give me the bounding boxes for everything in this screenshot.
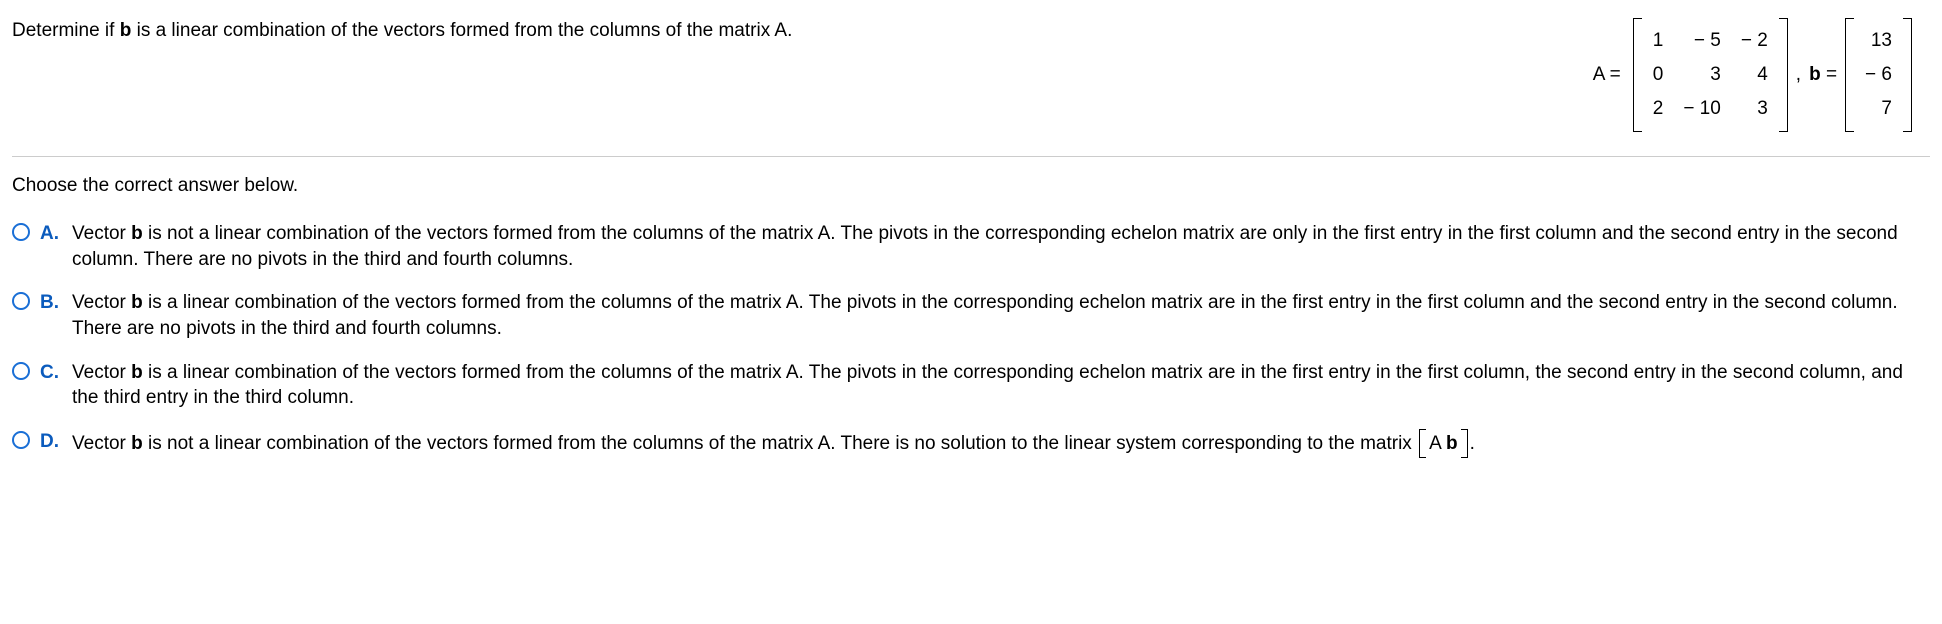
- option-c[interactable]: C. Vector b is a linear combination of t…: [12, 360, 1930, 411]
- matrix-a-table: 1 − 5 − 2 0 3 4 2 − 10 3: [1643, 24, 1778, 126]
- option-c-text: Vector b is a linear combination of the …: [72, 360, 1930, 411]
- inline-A: A: [1429, 433, 1441, 454]
- matrices-block: A = 1 − 5 − 2 0 3 4 2 − 10 3: [1593, 18, 1930, 132]
- b-cell: 13: [1855, 24, 1902, 58]
- opt-d-post-after: .: [1470, 433, 1475, 454]
- a-cell: − 2: [1731, 24, 1778, 58]
- opt-d-post-before: is not a linear combination of the vecto…: [143, 433, 1417, 454]
- option-a-text: Vector b is not a linear combination of …: [72, 221, 1930, 272]
- opt-d-b: b: [131, 433, 143, 454]
- a-cell: 3: [1673, 58, 1731, 92]
- a-cell: − 10: [1673, 92, 1731, 126]
- a-cell: 1: [1643, 24, 1674, 58]
- a-cell: 2: [1643, 92, 1674, 126]
- option-d[interactable]: D. Vector b is not a linear combination …: [12, 429, 1930, 459]
- a-cell: 0: [1643, 58, 1674, 92]
- question-text: Determine if b is a linear combination o…: [12, 18, 1593, 44]
- option-c-letter: C.: [40, 360, 62, 386]
- option-b-letter: B.: [40, 290, 62, 316]
- opt-c-post: is a linear combination of the vectors f…: [72, 362, 1903, 409]
- question-suffix: is a linear combination of the vectors f…: [131, 20, 792, 41]
- radio-b[interactable]: [12, 292, 30, 310]
- question-prefix: Determine if: [12, 20, 120, 41]
- opt-b-pre: Vector: [72, 292, 131, 313]
- opt-c-b: b: [131, 362, 143, 383]
- matrix-b-label: b =: [1809, 64, 1837, 86]
- b-cell: − 6: [1855, 58, 1902, 92]
- matrix-b-table: 13 − 6 7: [1855, 24, 1902, 126]
- opt-a-post: is not a linear combination of the vecto…: [72, 223, 1898, 270]
- inline-aug-matrix: A b: [1419, 429, 1468, 459]
- opt-b-post: is a linear combination of the vectors f…: [72, 292, 1898, 339]
- option-b-text: Vector b is a linear combination of the …: [72, 290, 1930, 341]
- options-list: A. Vector b is not a linear combination …: [12, 221, 1930, 458]
- radio-a[interactable]: [12, 223, 30, 241]
- b-label-bold: b: [1809, 64, 1821, 85]
- matrix-a-label: A =: [1593, 64, 1621, 86]
- question-bold-b: b: [120, 20, 132, 41]
- a-cell: 3: [1731, 92, 1778, 126]
- matrix-b: 13 − 6 7: [1845, 18, 1912, 132]
- opt-c-pre: Vector: [72, 362, 131, 383]
- inline-b: b: [1446, 433, 1458, 454]
- matrices-separator: ,: [1796, 64, 1801, 86]
- option-a[interactable]: A. Vector b is not a linear combination …: [12, 221, 1930, 272]
- option-d-text: Vector b is not a linear combination of …: [72, 429, 1930, 459]
- a-cell: 4: [1731, 58, 1778, 92]
- opt-a-b: b: [131, 223, 143, 244]
- option-d-letter: D.: [40, 429, 62, 455]
- opt-d-pre: Vector: [72, 433, 131, 454]
- a-cell: − 5: [1673, 24, 1731, 58]
- opt-a-pre: Vector: [72, 223, 131, 244]
- matrix-a: 1 − 5 − 2 0 3 4 2 − 10 3: [1633, 18, 1788, 132]
- question-row: Determine if b is a linear combination o…: [12, 8, 1930, 157]
- b-cell: 7: [1855, 92, 1902, 126]
- b-label-rest: =: [1821, 64, 1837, 85]
- option-b[interactable]: B. Vector b is a linear combination of t…: [12, 290, 1930, 341]
- radio-d[interactable]: [12, 431, 30, 449]
- opt-b-b: b: [131, 292, 143, 313]
- radio-c[interactable]: [12, 362, 30, 380]
- option-a-letter: A.: [40, 221, 62, 247]
- choose-prompt: Choose the correct answer below.: [12, 175, 1930, 197]
